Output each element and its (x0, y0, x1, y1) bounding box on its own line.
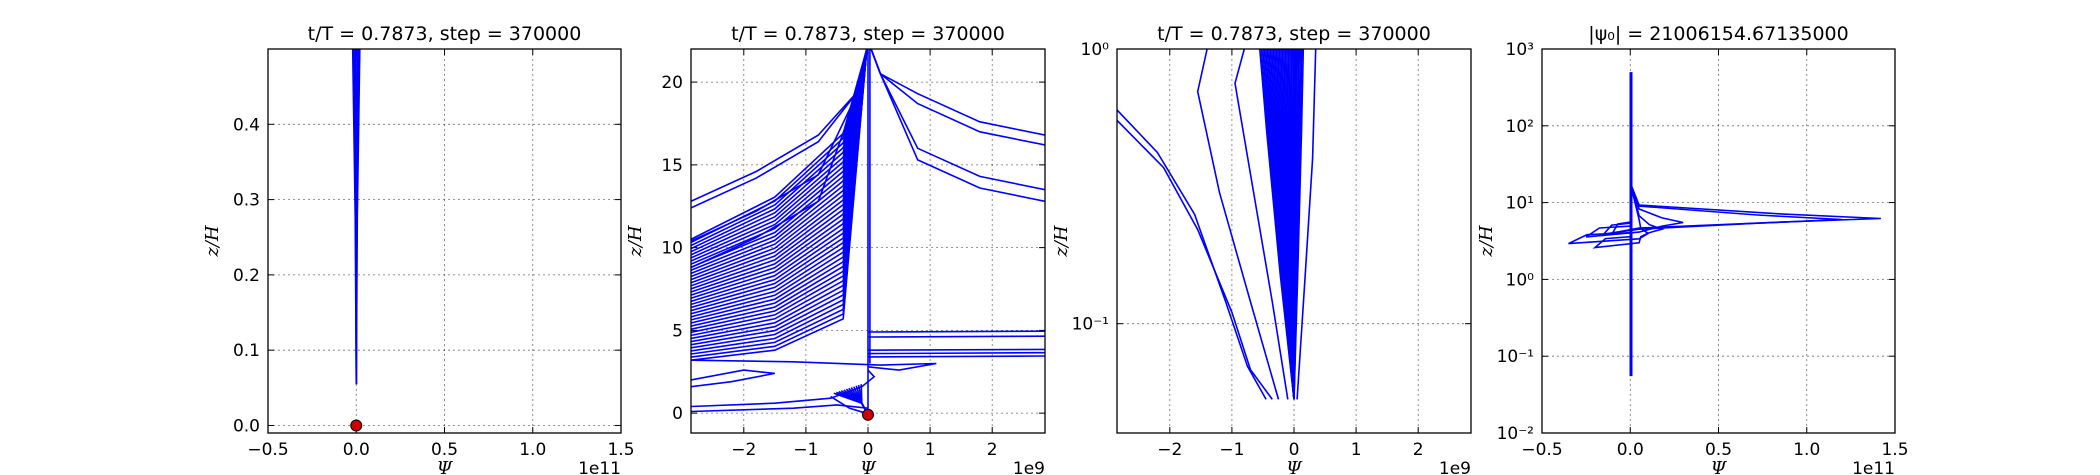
series-line (355, 48, 361, 385)
x-tick-label: 0 (1289, 440, 1300, 460)
x-tick-label: 0.5 (431, 440, 458, 460)
x-tick-label: 1 (925, 440, 936, 460)
x-tick-label: −2 (1157, 440, 1182, 460)
x-offset-label: 1e9 (1439, 459, 1471, 475)
series-line (691, 49, 868, 250)
x-tick-label: 0.0 (343, 440, 370, 460)
plot-frame (1541, 48, 1896, 434)
series-line (691, 369, 775, 388)
x-tick-label: 0.0 (1617, 440, 1644, 460)
y-axis-label: z/H (1476, 225, 1497, 258)
y-tick-label: 10 (661, 239, 683, 259)
panel-title: t/T = 0.7873, step = 370000 (731, 23, 1005, 45)
x-offset-label: 1e11 (1852, 459, 1895, 475)
y-tick-label: 0.0 (233, 416, 260, 436)
series-line (691, 49, 868, 315)
series-line (691, 49, 868, 241)
plot-frame (1116, 48, 1472, 434)
x-offset-label: 1e9 (1013, 459, 1045, 475)
x-tick-label: 1.0 (519, 440, 546, 460)
series-line (867, 348, 1045, 351)
y-tick-label: 0.2 (233, 266, 260, 286)
series-group (1568, 72, 1881, 377)
x-offset-label: 1e11 (578, 459, 621, 475)
series-line (691, 49, 868, 269)
y-tick-label: 15 (661, 156, 683, 176)
series-line (1296, 49, 1317, 400)
y-tick-label: 10¹ (1506, 194, 1534, 214)
plot-frame (267, 48, 622, 434)
y-tick-label: 10⁻¹ (1497, 347, 1534, 367)
x-tick-label: 1 (1351, 440, 1362, 460)
chart-panel-1: −0.5 0.0 0.5 1.0 1.5 0.0 0.1 0.2 0.3 0.4 t/T = 0.7… (202, 23, 635, 475)
x-tick-label: −0.5 (247, 440, 288, 460)
origin-marker (862, 408, 874, 421)
series-line (1117, 119, 1273, 400)
x-axis-label: Ψ (1286, 458, 1303, 475)
series-line (870, 49, 1045, 146)
y-tick-label: 10⁻² (1497, 424, 1534, 444)
panel-title: t/T = 0.7873, step = 370000 (308, 23, 582, 45)
series-line (867, 330, 1045, 333)
y-tick-label: 20 (661, 73, 683, 93)
y-tick-label: 0.3 (233, 191, 260, 211)
x-axis-label: Ψ (860, 458, 877, 475)
x-tick-label: 1.0 (1793, 440, 1820, 460)
y-axis-label: z/H (202, 225, 223, 258)
x-tick-label: −0.5 (1521, 440, 1562, 460)
y-axis-label: z/H (1051, 225, 1072, 258)
chart-panel-4: −0.5 0.0 0.5 1.0 1.5 10⁻² 10⁻¹ 10⁰ 10¹ 10² 10³ |ψ₀|… (1476, 23, 1909, 475)
series-line (691, 404, 869, 413)
x-tick-label: −2 (731, 440, 756, 460)
x-tick-label: 1.5 (1881, 440, 1908, 460)
y-tick-label: 10⁰ (1081, 40, 1110, 60)
x-axis-label: Ψ (437, 458, 454, 475)
y-tick-label: 0.1 (233, 341, 260, 361)
y-tick-label: 10² (1506, 117, 1534, 137)
series-line (691, 49, 868, 312)
series-line (1611, 182, 1881, 243)
x-tick-label: −1 (1219, 440, 1244, 460)
y-tick-label: 5 (672, 321, 683, 341)
series-line (870, 49, 1045, 191)
series-line (691, 49, 868, 265)
series-line (867, 351, 1045, 355)
series-group (691, 49, 1045, 416)
origin-marker (350, 419, 363, 432)
series-line (1117, 109, 1267, 400)
plot-frame (690, 48, 1046, 434)
series-line (691, 359, 937, 371)
series-line (1592, 182, 1650, 249)
series-group (1117, 49, 1317, 400)
x-tick-label: 0 (863, 440, 874, 460)
panel-title: |ψ₀| = 21006154.67135000 (1588, 23, 1848, 45)
y-tick-label: 10⁰ (1506, 270, 1535, 290)
x-tick-label: 2 (987, 440, 998, 460)
y-tick-label: 0 (672, 404, 683, 424)
series-line (867, 335, 1045, 338)
x-tick-label: 0.5 (1705, 440, 1732, 460)
x-tick-label: 1.5 (607, 440, 634, 460)
series-line (867, 355, 1045, 358)
series-line (870, 49, 1045, 203)
y-tick-label: 10⁻¹ (1072, 315, 1109, 335)
series-line (1234, 49, 1289, 400)
y-tick-label: 0.4 (233, 115, 260, 135)
series-line (691, 49, 868, 352)
series-line (1196, 49, 1280, 400)
chart-panel-3: −2 −1 0 1 2 10⁻¹ 10⁰ t/T = 0.7873, step = 37000… (1051, 23, 1472, 475)
series-line (1601, 182, 1843, 243)
y-tick-label: 10³ (1506, 40, 1534, 60)
x-axis-label: Ψ (1711, 458, 1728, 475)
series-line (1585, 182, 1684, 243)
x-tick-label: −1 (793, 440, 818, 460)
y-axis-label: z/H (625, 225, 646, 258)
x-tick-label: 2 (1413, 440, 1424, 460)
series-line (1293, 49, 1305, 400)
panel-title: t/T = 0.7873, step = 370000 (1157, 23, 1431, 45)
